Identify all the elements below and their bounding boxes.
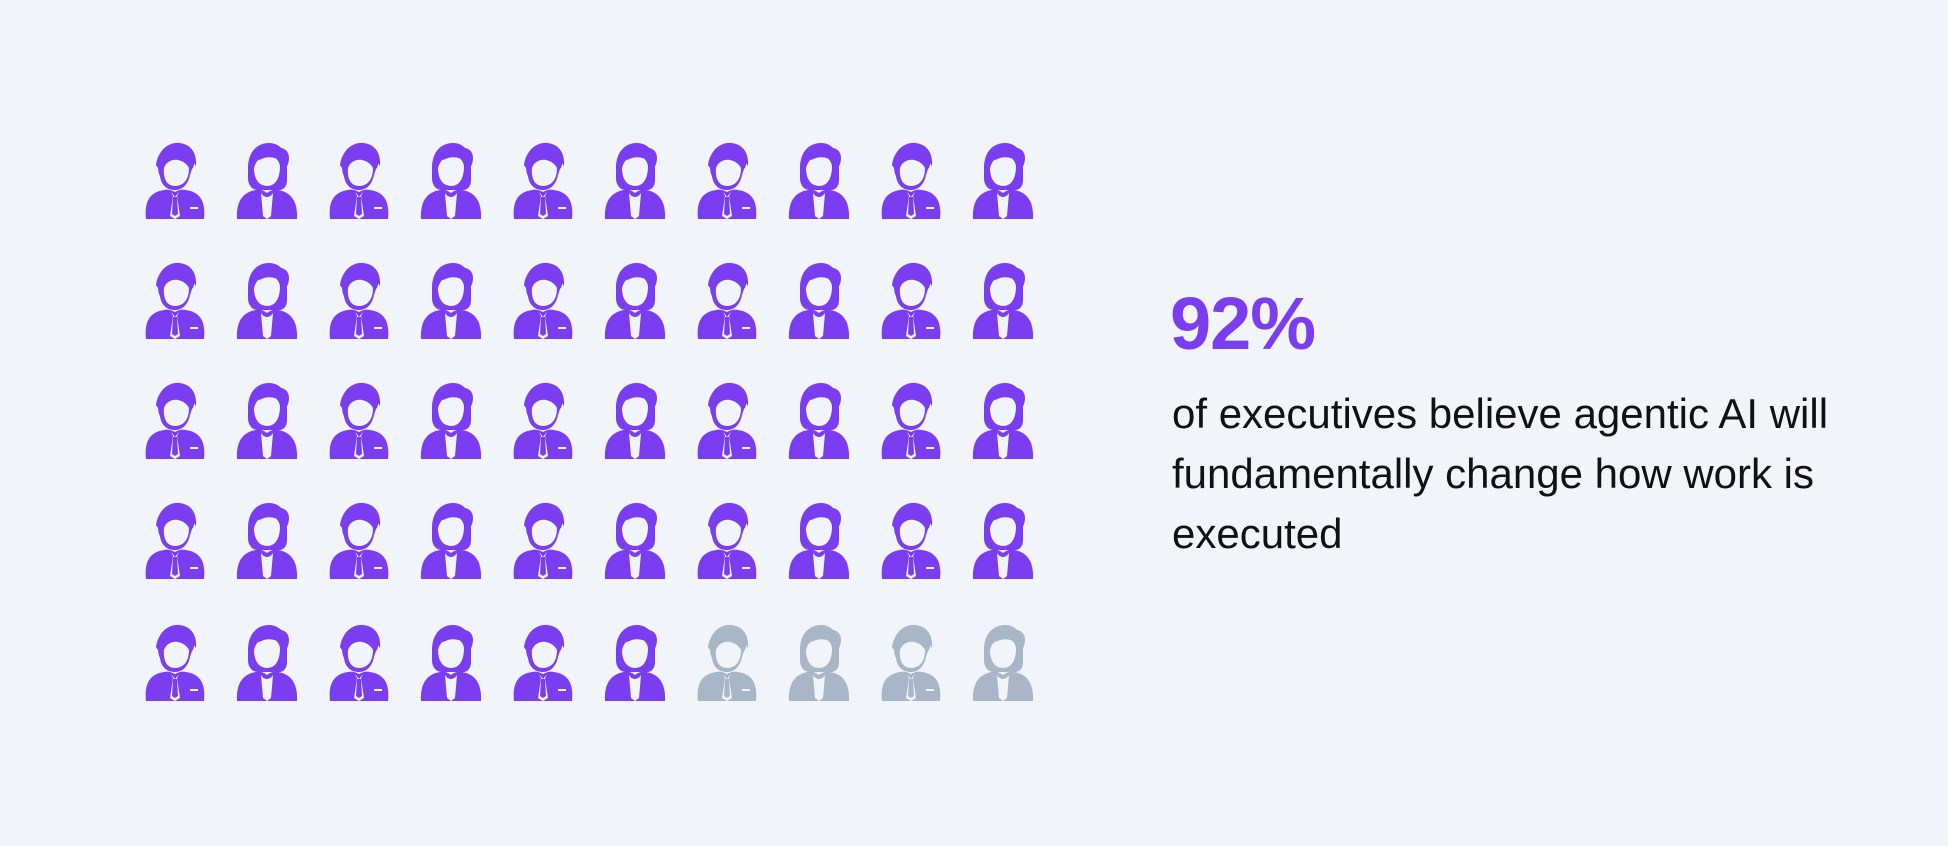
female-executive-icon [968, 260, 1038, 340]
female-executive-icon [784, 260, 854, 340]
female-executive-icon [416, 260, 486, 340]
female-executive-icon [784, 380, 854, 460]
female-executive-icon [232, 500, 302, 580]
male-executive-icon [508, 260, 578, 340]
female-executive-icon [600, 380, 670, 460]
female-executive-icon [784, 140, 854, 220]
female-executive-icon [416, 140, 486, 220]
male-executive-icon [876, 260, 946, 340]
male-executive-icon [876, 380, 946, 460]
male-executive-icon [140, 622, 210, 702]
stat-caption: of executives believe agentic AI will fu… [1172, 390, 1829, 557]
male-executive-icon [692, 622, 762, 702]
male-executive-icon [324, 622, 394, 702]
pictograph-grid [140, 140, 1040, 720]
male-executive-icon [324, 140, 394, 220]
female-executive-icon [600, 260, 670, 340]
female-executive-icon [968, 622, 1038, 702]
female-executive-icon [600, 140, 670, 220]
male-executive-icon [692, 140, 762, 220]
female-executive-icon [232, 140, 302, 220]
female-executive-icon [416, 500, 486, 580]
female-executive-icon [232, 622, 302, 702]
male-executive-icon [508, 622, 578, 702]
male-executive-icon [140, 140, 210, 220]
female-executive-icon [232, 260, 302, 340]
female-executive-icon [784, 500, 854, 580]
female-executive-icon [968, 500, 1038, 580]
female-executive-icon [600, 622, 670, 702]
female-executive-icon [416, 622, 486, 702]
female-executive-icon [968, 140, 1038, 220]
male-executive-icon [508, 380, 578, 460]
male-executive-icon [692, 260, 762, 340]
female-executive-icon [784, 622, 854, 702]
female-executive-icon [968, 380, 1038, 460]
male-executive-icon [324, 380, 394, 460]
male-executive-icon [692, 500, 762, 580]
male-executive-icon [140, 380, 210, 460]
stat-value: 92% [1170, 282, 1316, 365]
male-executive-icon [876, 500, 946, 580]
male-executive-icon [692, 380, 762, 460]
male-executive-icon [508, 500, 578, 580]
male-executive-icon [324, 260, 394, 340]
female-executive-icon [416, 380, 486, 460]
male-executive-icon [508, 140, 578, 220]
stat-block: 92% of executives believe agentic AI wil… [1170, 282, 1870, 564]
male-executive-icon [324, 500, 394, 580]
male-executive-icon [140, 500, 210, 580]
male-executive-icon [876, 140, 946, 220]
male-executive-icon [140, 260, 210, 340]
male-executive-icon [876, 622, 946, 702]
female-executive-icon [232, 380, 302, 460]
female-executive-icon [600, 500, 670, 580]
